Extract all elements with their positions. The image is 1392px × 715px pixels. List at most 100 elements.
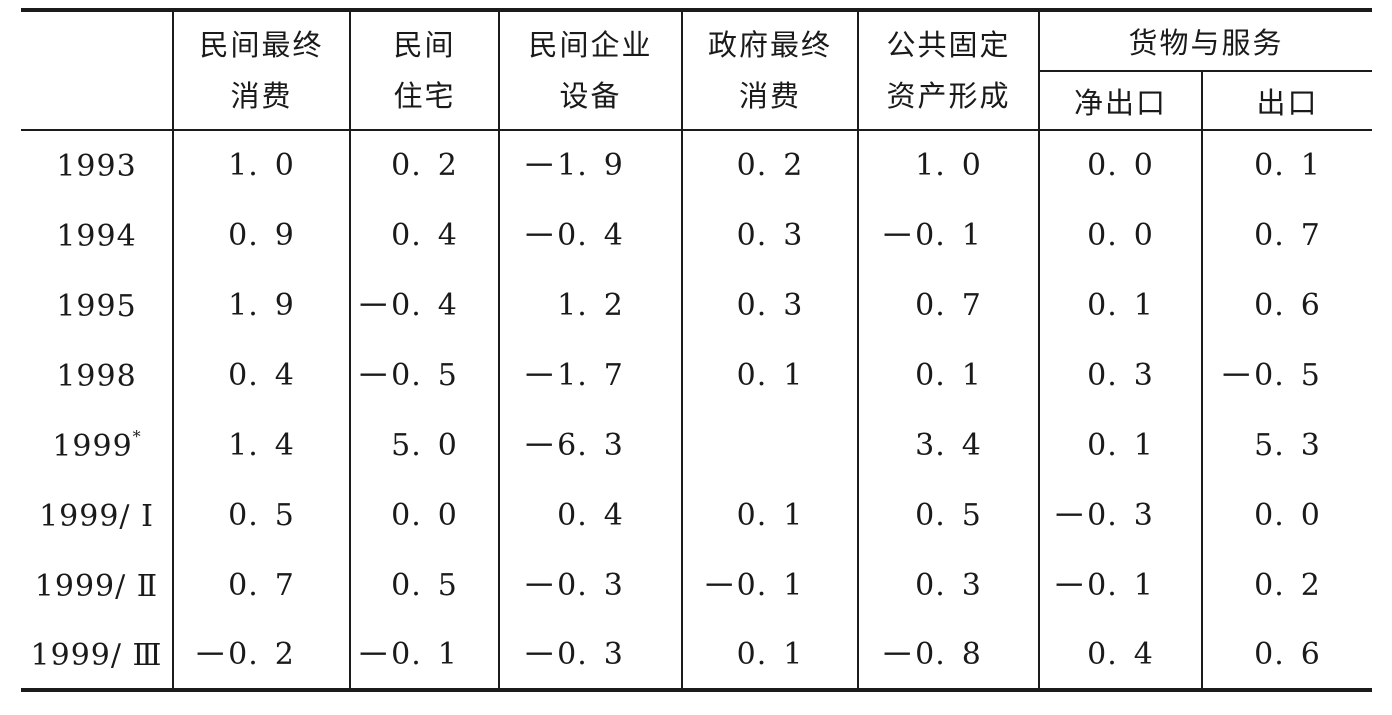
cell-value: 1. 4 bbox=[228, 427, 295, 463]
cell-value: 0. 5 bbox=[391, 567, 458, 603]
minus-sign: − bbox=[1052, 496, 1087, 532]
header-row-sub: 净出口 出口 bbox=[21, 71, 1373, 131]
minus-sign: − bbox=[193, 635, 228, 671]
cell-value: 0. 7 bbox=[228, 567, 295, 603]
cell-value: 5. 0 bbox=[391, 427, 458, 463]
document-page: 民间最终 消费 民间 住宅 民间企业 设备 政府最终 消费 公共固定 资产形成 … bbox=[0, 8, 1392, 715]
minus-sign: − bbox=[356, 635, 391, 671]
cell-value: −0. 5 bbox=[1219, 356, 1321, 393]
cell-value: 0. 1 bbox=[1087, 287, 1154, 323]
cell-value: 0. 3 bbox=[736, 287, 804, 323]
col-header-private-final-consumption: 民间最终 消费 bbox=[172, 10, 350, 131]
value-cell: −0. 1 bbox=[1038, 550, 1202, 620]
cell-value: 1. 0 bbox=[915, 148, 982, 183]
table-row-1999-prelim: 1999* 1. 4 5. 0 −6. 3 3. 4 0. 1 5. 3 bbox=[21, 410, 1373, 480]
col-header-private-business-equipment: 民间企业 设备 bbox=[498, 10, 682, 131]
minus-sign: − bbox=[880, 216, 915, 252]
value-cell: 0. 2 bbox=[349, 130, 499, 200]
year-label: 1993 bbox=[56, 149, 137, 184]
value-cell: −0. 1 bbox=[681, 550, 858, 620]
minus-sign: − bbox=[1052, 566, 1087, 602]
header-row-top: 民间最终 消费 民间 住宅 民间企业 设备 政府最终 消费 公共固定 资产形成 … bbox=[21, 10, 1373, 131]
value-cell: 0. 3 bbox=[681, 270, 858, 340]
minus-sign: − bbox=[522, 216, 557, 252]
cell-value: 0. 2 bbox=[391, 148, 458, 183]
col-header-exports: 出口 bbox=[1200, 71, 1373, 131]
cell-value: 5. 3 bbox=[1254, 427, 1321, 463]
minus-sign: − bbox=[1219, 356, 1254, 392]
cell-value: −1. 7 bbox=[522, 356, 624, 393]
col-header-private-housing: 民间 住宅 bbox=[349, 10, 499, 131]
cell-value: 0. 0 bbox=[1087, 148, 1154, 183]
value-cell: 0. 2 bbox=[1200, 550, 1373, 620]
value-cell: −0. 3 bbox=[498, 620, 682, 690]
value-cell: −0. 2 bbox=[172, 620, 350, 690]
value-cell: 1. 9 bbox=[172, 270, 350, 340]
cell-value: 0. 4 bbox=[228, 357, 295, 393]
value-cell: 0. 0 bbox=[1038, 200, 1202, 270]
gdp-contribution-table: 民间最终 消费 民间 住宅 民间企业 设备 政府最终 消费 公共固定 资产形成 … bbox=[21, 8, 1373, 692]
cell-value: 0. 1 bbox=[1254, 148, 1321, 183]
minus-sign: − bbox=[880, 635, 915, 671]
value-cell: −0. 5 bbox=[1200, 340, 1373, 410]
cell-value: 0. 9 bbox=[228, 217, 295, 253]
cell-value: −0. 4 bbox=[356, 286, 458, 323]
value-cell: 0. 1 bbox=[681, 340, 858, 410]
cell-value: 0. 6 bbox=[1254, 287, 1321, 323]
minus-sign: − bbox=[522, 635, 557, 671]
value-cell: 1. 0 bbox=[857, 130, 1039, 200]
cell-value: 0. 7 bbox=[1254, 217, 1321, 253]
cell-value: 1. 9 bbox=[228, 287, 295, 323]
year-label: 1998 bbox=[56, 358, 137, 394]
cell-value: 0. 5 bbox=[915, 497, 982, 533]
table-body: 1993 1. 0 0. 2 −1. 9 0. 2 1. 0 0. 0 0. 1… bbox=[21, 130, 1373, 690]
table-row-1999-q1: 1999/ Ⅰ 0. 5 0. 0 0. 4 0. 1 0. 5 −0. 3 0… bbox=[21, 480, 1373, 550]
value-cell: −0. 5 bbox=[349, 340, 499, 410]
cell-value: 0. 5 bbox=[228, 497, 295, 533]
cell-value: −0. 4 bbox=[522, 216, 624, 253]
cell-value: −1. 9 bbox=[522, 147, 624, 183]
value-cell: 0. 3 bbox=[681, 200, 858, 270]
corner-cell bbox=[21, 10, 173, 131]
year-label: 1999/ Ⅰ bbox=[39, 498, 154, 534]
value-cell: −0. 4 bbox=[498, 200, 682, 270]
year-label: 1999/ Ⅲ bbox=[30, 637, 163, 673]
value-cell: −1. 7 bbox=[498, 340, 682, 410]
value-cell: 0. 1 bbox=[681, 480, 858, 550]
cell-value: −0. 1 bbox=[1052, 566, 1154, 603]
value-cell: 0. 1 bbox=[1038, 270, 1202, 340]
value-cell: 3. 4 bbox=[857, 410, 1039, 480]
table-row-1995: 1995 1. 9 −0. 4 1. 2 0. 3 0. 7 0. 1 0. 6 bbox=[21, 270, 1373, 340]
table-row-1998: 1998 0. 4 −0. 5 −1. 7 0. 1 0. 1 0. 3 −0.… bbox=[21, 340, 1373, 410]
minus-sign: − bbox=[701, 566, 736, 602]
value-cell: 0. 0 bbox=[1200, 480, 1373, 550]
value-cell: 0. 4 bbox=[172, 340, 350, 410]
value-cell: 0. 4 bbox=[1038, 620, 1202, 690]
value-cell: 0. 7 bbox=[172, 550, 350, 620]
value-cell: 0. 5 bbox=[172, 480, 350, 550]
minus-sign: − bbox=[356, 286, 391, 322]
cell-value: 0. 1 bbox=[736, 357, 804, 393]
year-cell: 1994 bbox=[21, 200, 173, 270]
cell-value: −0. 3 bbox=[522, 566, 624, 603]
value-cell: −6. 3 bbox=[498, 410, 682, 480]
value-cell: 1. 2 bbox=[498, 270, 682, 340]
value-cell: 0. 1 bbox=[681, 620, 858, 690]
table-row-1999-q3: 1999/ Ⅲ −0. 2 −0. 1 −0. 3 0. 1 −0. 8 0. … bbox=[21, 620, 1373, 690]
value-cell: 0. 7 bbox=[857, 270, 1039, 340]
year-cell: 1993 bbox=[21, 130, 173, 200]
cell-value: −0. 1 bbox=[880, 216, 982, 253]
value-cell: 1. 4 bbox=[172, 410, 350, 480]
year-cell: 1999* bbox=[21, 410, 173, 480]
value-cell: 0. 4 bbox=[349, 200, 499, 270]
value-cell: −0. 3 bbox=[1038, 480, 1202, 550]
cell-value: 0. 0 bbox=[1087, 217, 1154, 253]
value-cell: 0. 1 bbox=[1200, 130, 1373, 200]
cell-value: −0. 8 bbox=[880, 635, 982, 672]
value-cell: 0. 0 bbox=[1038, 130, 1202, 200]
value-cell: −0. 1 bbox=[857, 200, 1039, 270]
minus-sign: − bbox=[522, 426, 557, 462]
value-cell bbox=[681, 410, 858, 480]
cell-value: 0. 0 bbox=[391, 497, 458, 533]
cell-value: −0. 3 bbox=[522, 635, 624, 672]
